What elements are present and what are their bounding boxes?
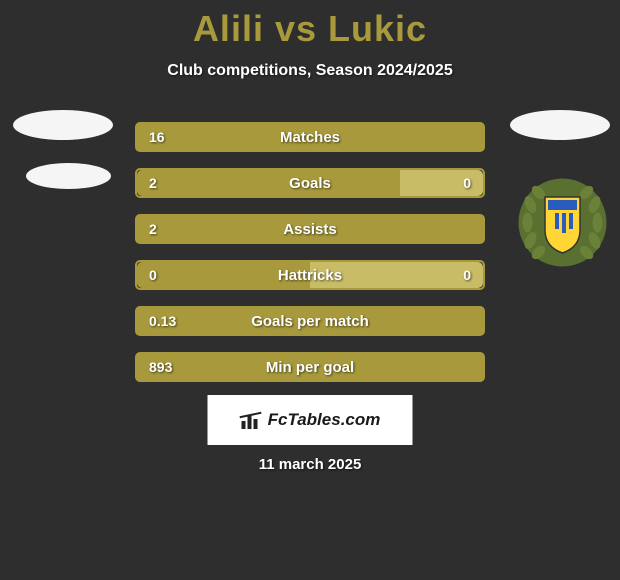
avatar-shape-bottom bbox=[26, 163, 111, 189]
stat-row-goals: 2Goals0 bbox=[135, 168, 485, 198]
comparison-title: Alili vs Lukic bbox=[0, 0, 620, 50]
player1-avatar bbox=[8, 95, 113, 200]
stat-label: Matches bbox=[137, 129, 483, 146]
footer-date: 11 march 2025 bbox=[259, 456, 362, 473]
stat-row-goals-per-match: 0.13Goals per match bbox=[135, 306, 485, 336]
stat-label: Goals per match bbox=[137, 313, 483, 330]
stat-label: Min per goal bbox=[137, 359, 483, 376]
stat-label: Hattricks bbox=[137, 267, 483, 284]
stat-value-right: 0 bbox=[463, 267, 471, 283]
avatar-shape-top bbox=[13, 110, 113, 140]
player1-name: Alili bbox=[193, 8, 264, 49]
footer-brand-text: FcTables.com bbox=[268, 410, 381, 430]
chart-icon bbox=[240, 411, 262, 429]
player2-name: Lukic bbox=[328, 8, 427, 49]
vs-text: vs bbox=[275, 8, 317, 49]
stat-value-right: 0 bbox=[463, 175, 471, 191]
stats-container: 16Matches2Goals02Assists0Hattricks00.13G… bbox=[135, 122, 485, 398]
stat-row-assists: 2Assists bbox=[135, 214, 485, 244]
stat-label: Goals bbox=[137, 175, 483, 192]
club-crest bbox=[515, 175, 610, 270]
stat-row-min-per-goal: 893Min per goal bbox=[135, 352, 485, 382]
stat-label: Assists bbox=[137, 221, 483, 238]
stat-row-matches: 16Matches bbox=[135, 122, 485, 152]
subtitle-text: Club competitions, Season 2024/2025 bbox=[0, 62, 620, 80]
footer-brand-badge[interactable]: FcTables.com bbox=[208, 395, 413, 445]
avatar-shape-top bbox=[510, 110, 610, 140]
stat-row-hattricks: 0Hattricks0 bbox=[135, 260, 485, 290]
